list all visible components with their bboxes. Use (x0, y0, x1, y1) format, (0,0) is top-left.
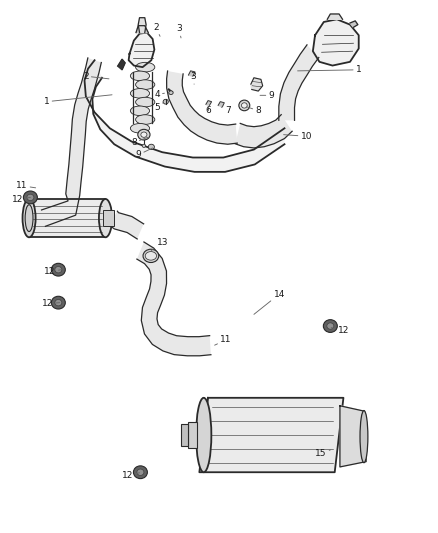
Polygon shape (138, 18, 146, 33)
Ellipse shape (143, 249, 159, 263)
Ellipse shape (323, 320, 337, 333)
Polygon shape (129, 33, 154, 67)
Text: 11: 11 (215, 335, 232, 345)
Polygon shape (109, 211, 144, 239)
Text: 4: 4 (154, 90, 164, 99)
Polygon shape (85, 60, 285, 172)
Text: 7: 7 (221, 106, 231, 115)
Polygon shape (327, 14, 343, 19)
Ellipse shape (327, 323, 334, 329)
Ellipse shape (360, 410, 368, 463)
Polygon shape (340, 406, 366, 467)
Ellipse shape (131, 106, 150, 116)
Text: 12: 12 (11, 195, 30, 204)
Ellipse shape (136, 98, 155, 107)
Text: 9: 9 (135, 148, 152, 159)
Text: 12: 12 (42, 299, 60, 308)
Ellipse shape (163, 99, 168, 104)
Text: 3: 3 (176, 25, 182, 38)
Ellipse shape (137, 469, 144, 475)
Ellipse shape (169, 91, 173, 94)
Polygon shape (235, 115, 292, 148)
Polygon shape (199, 398, 343, 472)
Polygon shape (188, 71, 195, 76)
Polygon shape (279, 45, 319, 120)
Ellipse shape (136, 80, 155, 90)
Polygon shape (218, 102, 224, 107)
Ellipse shape (136, 115, 155, 124)
Text: 8: 8 (131, 138, 148, 147)
Ellipse shape (131, 124, 150, 133)
Polygon shape (206, 101, 212, 106)
Ellipse shape (55, 300, 62, 306)
Ellipse shape (55, 266, 62, 273)
Ellipse shape (99, 199, 112, 237)
Ellipse shape (131, 71, 150, 80)
Polygon shape (118, 59, 125, 70)
Text: 5: 5 (154, 102, 163, 111)
Ellipse shape (145, 252, 156, 260)
Ellipse shape (22, 199, 35, 237)
Ellipse shape (239, 100, 250, 111)
Text: 15: 15 (315, 449, 330, 458)
Ellipse shape (241, 103, 247, 108)
Ellipse shape (148, 144, 154, 150)
Text: 13: 13 (151, 238, 168, 251)
Polygon shape (166, 71, 237, 144)
Ellipse shape (196, 398, 212, 472)
Text: 6: 6 (206, 106, 212, 115)
Text: 10: 10 (284, 132, 312, 141)
FancyBboxPatch shape (29, 199, 106, 237)
Text: 12: 12 (331, 326, 349, 335)
Polygon shape (313, 19, 359, 66)
Text: 2: 2 (83, 71, 109, 80)
Ellipse shape (27, 194, 34, 200)
Text: 12: 12 (122, 471, 140, 480)
Ellipse shape (131, 88, 150, 98)
Polygon shape (137, 242, 211, 356)
Bar (181, 424, 187, 446)
Polygon shape (136, 26, 148, 33)
Ellipse shape (51, 263, 65, 276)
Text: 14: 14 (254, 289, 285, 314)
Polygon shape (350, 21, 358, 27)
Polygon shape (42, 58, 101, 227)
Polygon shape (251, 78, 263, 91)
Ellipse shape (138, 130, 150, 140)
Text: 8: 8 (247, 106, 261, 115)
Text: 2: 2 (153, 23, 160, 36)
Text: 11: 11 (16, 181, 35, 190)
Bar (187, 422, 197, 448)
Ellipse shape (136, 62, 155, 72)
Text: 1: 1 (44, 95, 112, 106)
Text: 12: 12 (44, 268, 61, 276)
Ellipse shape (23, 191, 37, 204)
Bar (103, 211, 114, 226)
Text: 1: 1 (297, 66, 362, 74)
Ellipse shape (25, 205, 33, 231)
Ellipse shape (134, 466, 148, 479)
Ellipse shape (142, 144, 146, 148)
Ellipse shape (141, 132, 147, 138)
Text: 3: 3 (190, 72, 196, 84)
Ellipse shape (51, 296, 65, 309)
Text: 9: 9 (260, 91, 274, 100)
